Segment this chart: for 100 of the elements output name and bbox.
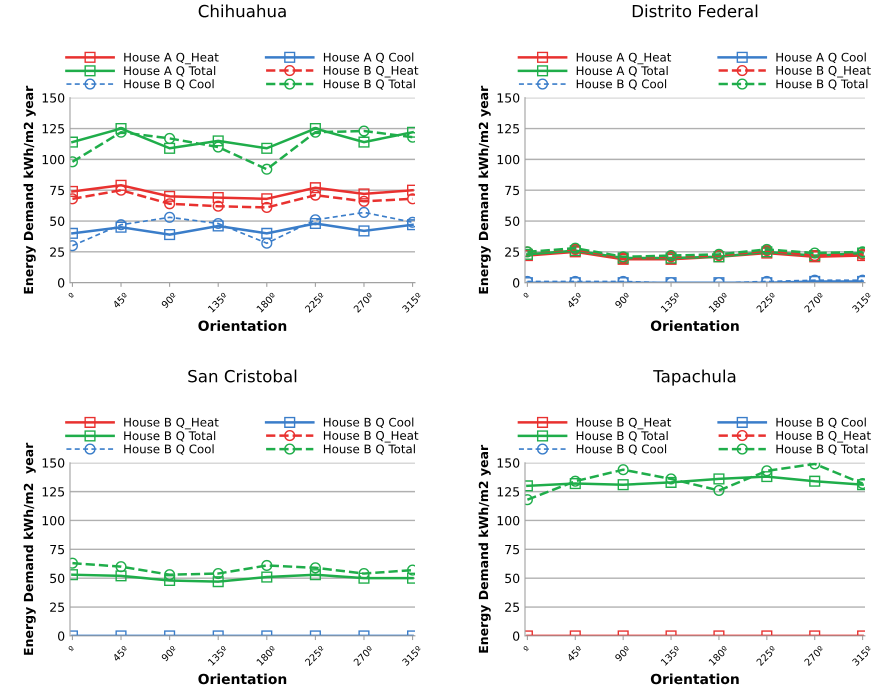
- y-tick-label: 75: [505, 186, 520, 196]
- y-tick-label: 50: [505, 574, 520, 584]
- x-tick-label: 90º: [614, 645, 631, 662]
- point: [164, 212, 176, 223]
- y-tick-label: 25: [50, 247, 64, 257]
- legend-label: House B Q Total: [324, 444, 415, 455]
- x-axis-title: Orientation: [650, 320, 739, 332]
- legend-label: House B Q_Heat: [576, 418, 672, 430]
- legend-label: House B Q_Heat: [324, 430, 418, 442]
- x-axis-title: Orientation: [650, 673, 739, 684]
- point: [310, 218, 321, 230]
- point: [761, 465, 772, 476]
- legend-label: House A Q Total: [576, 66, 668, 77]
- legend-label: House A Q_Heat: [124, 52, 219, 64]
- point: [164, 229, 176, 240]
- point: [713, 473, 724, 484]
- y-tick-label: 100: [42, 154, 64, 164]
- x-tick-label: 45º: [112, 292, 129, 309]
- legend-label: House B Q Total: [324, 79, 415, 90]
- y-tick-label: 100: [498, 516, 520, 526]
- point: [261, 228, 272, 239]
- legend-label: House A Q Cool: [776, 52, 866, 63]
- point: [358, 572, 370, 584]
- x-tick-label: 90º: [614, 292, 631, 309]
- x-tick-label: 90º: [160, 292, 178, 309]
- x-tick-label: 90º: [160, 645, 178, 662]
- y-tick-label: 75: [50, 186, 64, 196]
- legend-label: House B Q_Heat: [776, 430, 871, 442]
- point: [761, 471, 772, 482]
- point: [261, 202, 272, 214]
- point: [164, 574, 176, 586]
- point: [570, 478, 581, 490]
- point: [618, 479, 629, 490]
- y-axis-title: Energy Demand kWh/m2 year: [478, 86, 491, 294]
- point: [261, 193, 272, 204]
- y-tick-label: 75: [505, 544, 520, 554]
- legend-label: House B Q Cool: [324, 418, 414, 428]
- point: [115, 570, 127, 582]
- point: [358, 196, 370, 207]
- legend-label: House B Q Total: [124, 431, 216, 442]
- y-tick-label: 0: [513, 631, 520, 641]
- point: [164, 132, 176, 144]
- x-tick-label: º: [522, 645, 530, 652]
- y-tick-label: 125: [498, 487, 520, 497]
- point: [164, 142, 176, 154]
- legend-label: House B Q Cool: [124, 444, 214, 455]
- y-tick-label: 125: [498, 124, 520, 134]
- point: [164, 190, 176, 202]
- legend-label: House B Q Cool: [576, 444, 666, 455]
- y-axis-title: Energy Demand kWh/m2 year: [478, 444, 491, 653]
- legend-label: House B Q Total: [776, 79, 868, 90]
- point: [310, 182, 321, 194]
- chart-title: San Cristobal: [188, 370, 296, 382]
- legend-label: House B Q_Heat: [324, 66, 418, 78]
- point: [115, 180, 127, 191]
- legend-label: House B Q Cool: [776, 418, 866, 428]
- point: [261, 142, 272, 154]
- point: [358, 136, 370, 148]
- point: [809, 476, 820, 487]
- point: [115, 561, 127, 572]
- legend-label: House B Q Total: [776, 444, 868, 455]
- legend-label: House A Q Total: [124, 66, 216, 77]
- point: [212, 192, 224, 204]
- y-tick-label: 25: [50, 602, 64, 612]
- legend-label: House B Q_Heat: [124, 418, 219, 430]
- point: [212, 220, 224, 232]
- point: [713, 484, 724, 496]
- point: [310, 122, 321, 134]
- y-tick-label: 50: [50, 574, 64, 584]
- y-axis-title: Energy Demand kWh/m2 year: [24, 86, 36, 294]
- point: [358, 225, 370, 236]
- y-tick-label: 125: [42, 487, 64, 497]
- point: [261, 238, 272, 249]
- x-tick-label: º: [68, 292, 74, 298]
- chart-title: Chihuahua: [198, 4, 286, 18]
- y-tick-label: 50: [50, 216, 64, 226]
- point: [212, 568, 224, 580]
- point: [212, 141, 224, 153]
- legend-label: House B Q Total: [576, 431, 668, 442]
- point: [310, 569, 321, 580]
- y-tick-label: 150: [498, 93, 520, 103]
- chart-title: Distrito Federal: [632, 4, 758, 18]
- point: [212, 135, 224, 146]
- y-tick-label: 25: [505, 602, 520, 612]
- x-axis-title: Orientation: [198, 320, 286, 332]
- legend-label: House B Q Cool: [124, 79, 214, 90]
- y-tick-label: 75: [50, 544, 64, 554]
- point: [358, 188, 370, 200]
- point: [310, 562, 321, 574]
- y-tick-label: 150: [42, 458, 64, 468]
- x-tick-label: º: [68, 645, 74, 652]
- y-axis-title: Energy Demand kWh/m2 year: [24, 442, 36, 655]
- point: [358, 125, 370, 137]
- point: [212, 200, 224, 212]
- point: [310, 190, 321, 201]
- legend-label: House A Q Cool: [324, 52, 414, 63]
- y-tick-label: 0: [58, 278, 64, 288]
- point: [261, 560, 272, 572]
- point: [164, 569, 176, 580]
- point: [115, 122, 127, 134]
